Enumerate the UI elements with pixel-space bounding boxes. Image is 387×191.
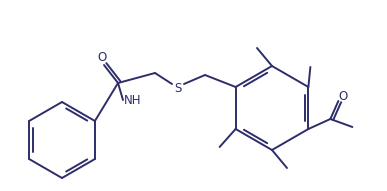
Text: NH: NH xyxy=(124,94,142,107)
Text: S: S xyxy=(174,82,182,95)
Text: O: O xyxy=(339,90,348,103)
Text: O: O xyxy=(98,50,107,63)
